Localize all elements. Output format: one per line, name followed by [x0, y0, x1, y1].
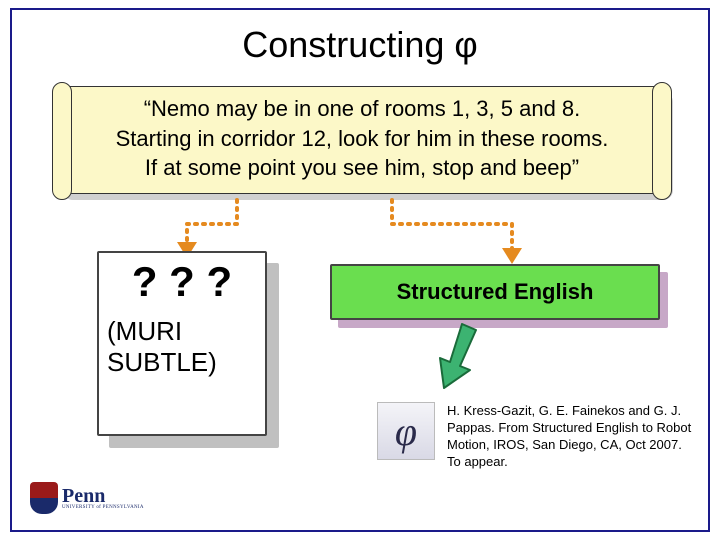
penn-logo-text: Penn UNIVERSITY of PENNSYLVANIA — [62, 487, 144, 510]
phi-icon: φ — [377, 402, 435, 460]
penn-subtitle: UNIVERSITY of PENNSYLVANIA — [62, 505, 144, 510]
penn-logo: Penn UNIVERSITY of PENNSYLVANIA — [30, 480, 146, 516]
penn-shield-icon — [30, 482, 58, 514]
muri-line-2: SUBTLE) — [107, 347, 217, 378]
structured-english-box: Structured English — [330, 264, 660, 320]
scroll-line-1: “Nemo may be in one of rooms 1, 3, 5 and… — [72, 94, 652, 124]
scroll-text: “Nemo may be in one of rooms 1, 3, 5 and… — [72, 94, 652, 183]
citation-text: H. Kress-Gazit, G. E. Fainekos and G. J.… — [447, 403, 695, 471]
slide-title: Constructing φ — [12, 24, 708, 66]
scroll-line-3: If at some point you see him, stop and b… — [72, 153, 652, 183]
phi-glyph: φ — [395, 408, 417, 455]
penn-name: Penn — [62, 487, 144, 505]
scroll-roll-right — [652, 82, 672, 200]
question-mark: ? ? ? — [107, 258, 257, 306]
muri-subtle: (MURI SUBTLE) — [107, 316, 217, 378]
slide-frame: Constructing φ “Nemo may be in one of ro… — [10, 8, 710, 532]
muri-line-1: (MURI — [107, 316, 217, 347]
green-arrow-icon — [432, 322, 482, 390]
structured-english-label: Structured English — [397, 279, 594, 305]
scroll-line-2: Starting in corridor 12, look for him in… — [72, 124, 652, 154]
scroll-roll-left — [52, 82, 72, 200]
